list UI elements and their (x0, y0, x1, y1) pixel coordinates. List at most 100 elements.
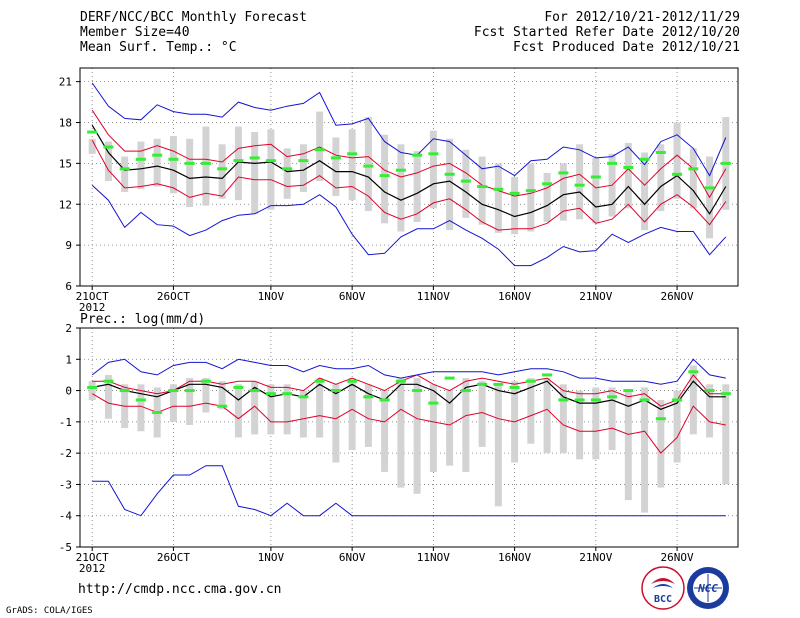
temperature-box-7 (202, 126, 210, 206)
temperature-box-4 (153, 138, 161, 187)
precipitation-ytick-label: 1 (65, 353, 72, 366)
temperature-ytick-label: 15 (59, 157, 72, 170)
temperature-box-8 (218, 144, 226, 199)
chart-title: DERF/NCC/BCC Monthly Forecast (80, 10, 307, 25)
temperature-box-19 (397, 144, 405, 232)
precipitation-line-min (92, 465, 726, 517)
precipitation-ytick-label: 0 (65, 385, 72, 398)
temperature-ytick-label: 21 (59, 76, 72, 89)
temperature-xtick-label: 16NOV (498, 290, 531, 303)
precipitation-line-max (91, 358, 726, 385)
temperature-xtick-label: 21NOV (579, 290, 612, 303)
temperature-box-31 (592, 157, 600, 224)
temperature-box-35 (657, 144, 665, 212)
temperature-box-24 (478, 156, 486, 225)
temperature-box-22 (446, 138, 454, 231)
precipitation-box-1 (104, 374, 112, 419)
temperature-xtick-label: 26OCT (157, 290, 190, 303)
temperature-line-max (91, 82, 727, 177)
precipitation-xtick-label: 6NOV (339, 551, 366, 564)
temperature-box-16 (348, 129, 356, 201)
temperature-box-28 (543, 172, 551, 222)
precipitation-box-7 (202, 378, 210, 413)
precipitation-box-35 (657, 399, 665, 488)
temperature-box-14 (316, 111, 324, 182)
precipitation-box-3 (137, 384, 145, 432)
precipitation-box-17 (364, 384, 372, 447)
precipitation-box-12 (283, 384, 291, 435)
temperature-year-label: 2012 (79, 301, 106, 314)
precipitation-ytick-label: -5 (59, 541, 72, 554)
temperature-box-21 (429, 130, 437, 209)
precipitation-xtick-label: 1NOV (258, 551, 285, 564)
precipitation-box-32 (608, 387, 616, 451)
temperature-box-2 (121, 156, 129, 192)
forecast-period: For 2012/10/21-2012/11/29 (544, 10, 740, 25)
precipitation-xtick-label: 21NOV (579, 551, 612, 564)
precipitation-frame (79, 327, 739, 548)
temperature-box-15 (332, 137, 340, 197)
member-size: Member Size=40 (80, 25, 190, 40)
precipitation-year-label: 2012 (79, 562, 106, 575)
precip-title: Prec.: log(mm/d) (80, 312, 205, 327)
temperature-box-23 (462, 149, 470, 218)
temperature-box-20 (413, 151, 421, 222)
temperature-box-5 (169, 136, 177, 194)
temperature-box-13 (299, 144, 307, 192)
temperature-box-12 (283, 148, 291, 199)
temperature-box-26 (511, 177, 519, 235)
ncc-logo: NCC (687, 567, 729, 609)
precipitation-panel: -5 -4 -3 -2 -1 0 1 2 21OCT 26OCT 1NOV 6NOV 11NOV 16NO… (59, 312, 739, 575)
precipitation-xtick-label: 26NOV (661, 551, 694, 564)
precipitation-box-9 (234, 384, 242, 438)
precipitation-box-38 (706, 384, 714, 438)
temperature-box-10 (251, 132, 259, 214)
temperature-box-33 (624, 142, 632, 209)
precipitation-box-22 (446, 390, 454, 466)
precipitation-box-33 (624, 390, 632, 501)
ncc-logo-text: NCC (697, 582, 718, 595)
forecast-started-date: Fcst Started Refer Date 2012/10/20 (473, 25, 740, 40)
temperature-ytick-label: 6 (65, 280, 72, 293)
precipitation-box-13 (299, 390, 307, 438)
temperature-box-9 (234, 126, 242, 201)
header-right: For 2012/10/21-2012/11/29 Fcst Started R… (474, 10, 740, 55)
precipitation-xtick-label: 21OCT (76, 551, 109, 564)
precipitation-box-18 (381, 390, 389, 472)
precipitation-xtick-label: 11NOV (417, 551, 450, 564)
precipitation-box-11 (267, 384, 275, 435)
precipitation-box-34 (641, 387, 649, 513)
temperature-box-3 (137, 141, 145, 190)
precipitation-line-meanplussd (92, 374, 726, 407)
precipitation-box-20 (413, 378, 421, 494)
temperature-ytick-label: 12 (59, 198, 72, 211)
temperature-box-34 (641, 152, 649, 231)
temperature-box-18 (381, 134, 389, 224)
precipitation-ytick-label: -4 (59, 510, 73, 523)
temperature-xtick-label: 21OCT (76, 290, 109, 303)
precipitation-xtick-label: 16NOV (498, 551, 531, 564)
temperature-ytick-label: 9 (65, 239, 72, 252)
temperature-box-36 (673, 122, 681, 199)
temperature-box-30 (576, 144, 584, 220)
bcc-logo: BCC (641, 566, 685, 610)
precipitation-box-24 (478, 381, 486, 447)
temperature-box-11 (267, 129, 275, 210)
temperature-box-37 (689, 148, 697, 209)
precipitation-box-37 (689, 365, 697, 435)
temperature-box-17 (364, 117, 372, 212)
temperature-box-25 (494, 163, 502, 233)
precipitation-box-8 (218, 381, 226, 410)
source-url[interactable]: http://cmdp.ncc.cma.gov.cn (78, 582, 282, 597)
temperature-ytick-label: 18 (59, 117, 72, 130)
temperature-box-1 (104, 141, 112, 182)
temperature-xtick-label: 1NOV (258, 290, 285, 303)
precipitation-box-10 (251, 381, 259, 435)
temperature-box-0 (88, 138, 96, 154)
precipitation-box-6 (186, 378, 194, 425)
temperature-frame (79, 67, 739, 287)
precipitation-ytick-label: -2 (59, 447, 72, 460)
precipitation-box-0 (88, 381, 96, 400)
precipitation-box-30 (576, 390, 584, 460)
precipitation-box-5 (169, 384, 177, 422)
